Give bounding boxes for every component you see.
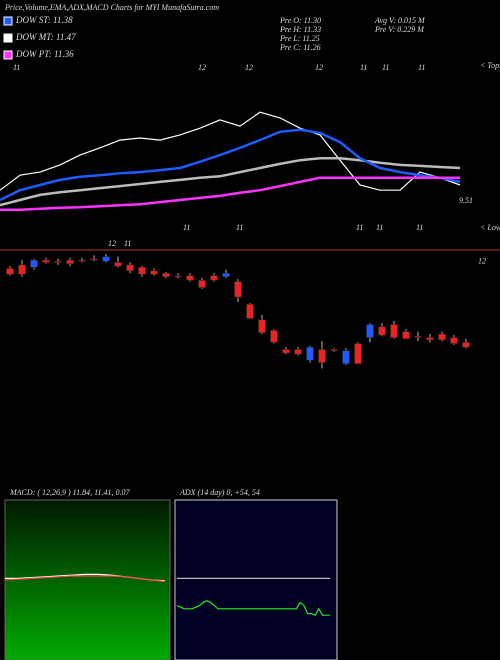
date-label: 12 — [198, 63, 206, 72]
adx-line — [176, 600, 330, 616]
candle-body — [246, 303, 254, 319]
legend-label: DOW ST: 11.38 — [15, 15, 73, 25]
adx-title: ADX (14 day) 0, +54, 54 — [179, 488, 260, 497]
candle-body — [162, 272, 170, 278]
date-label: 11 — [416, 223, 423, 232]
legend-label: DOW PT: 11.36 — [15, 49, 74, 59]
macd-panel — [4, 499, 171, 660]
stat: Pre V: 0.229 M — [374, 25, 425, 34]
candle-body — [390, 324, 398, 338]
stat: Pre H: 11.33 — [279, 25, 321, 34]
candle-body — [282, 349, 290, 354]
candle-body — [318, 349, 326, 363]
candle-body — [414, 336, 422, 338]
date-label: 11 — [236, 223, 243, 232]
macd-title: MACD: ( 12,26,9 ) 11.84, 11.41, 0.07 — [9, 488, 130, 497]
candle-body — [354, 343, 362, 365]
candle-body — [402, 331, 410, 340]
candle-body — [234, 281, 242, 298]
date-label: 11 — [183, 223, 190, 232]
candle-body — [102, 256, 110, 262]
candle-body — [306, 346, 314, 361]
candle-body — [186, 275, 194, 281]
stat: Pre C: 11.26 — [279, 43, 321, 52]
date-label: 11 — [382, 63, 389, 72]
ema-line — [0, 111, 461, 191]
legend-swatch — [3, 33, 13, 43]
candle-body — [366, 324, 374, 338]
candle-body — [138, 267, 146, 275]
date-label: 11 — [13, 63, 20, 72]
chart-title: Price,Volume,EMA,ADX,MACD Charts for MYI… — [4, 3, 219, 12]
candle-body — [462, 342, 470, 348]
legend-swatch — [3, 16, 13, 26]
date-label: 12 — [108, 239, 116, 248]
candle-body — [30, 259, 38, 268]
date-label: 11 — [356, 223, 363, 232]
candle-body — [222, 272, 230, 278]
stat: Pre O: 11.30 — [279, 16, 321, 25]
candle-body — [270, 330, 278, 343]
candle-body — [378, 326, 386, 336]
candle-body — [66, 259, 74, 264]
candle-body — [54, 261, 62, 263]
y-tick-label: 12 — [478, 257, 486, 266]
candle-body — [126, 264, 134, 272]
candle-body — [258, 319, 266, 334]
stat: Pre L: 11.25 — [279, 34, 320, 43]
ema-line — [0, 176, 460, 212]
adx-panel — [174, 499, 338, 660]
candle-body — [342, 350, 350, 365]
stat: Avg V: 0.015 M — [374, 16, 426, 25]
candle-body — [174, 275, 182, 278]
date-label: 11 — [418, 63, 425, 72]
candle-body — [450, 337, 458, 344]
candle-body — [18, 264, 26, 275]
legend-label: DOW MT: 11.47 — [15, 32, 76, 42]
candle-body — [114, 262, 122, 267]
date-label: 11 — [376, 223, 383, 232]
date-label: 12 — [245, 63, 253, 72]
candle-body — [90, 258, 98, 261]
candle-body — [150, 270, 158, 275]
candle-body — [198, 280, 206, 288]
candle-body — [42, 259, 50, 263]
legend-swatch — [3, 50, 13, 60]
date-label: 11 — [124, 239, 131, 248]
date-label: 12 — [315, 63, 323, 72]
legend: DOW ST: 11.38 DOW MT: 11.47 DOW PT: 11.3… — [3, 15, 76, 60]
candle-body — [438, 333, 446, 341]
candle-body — [6, 268, 14, 275]
ema-line — [0, 128, 461, 202]
candle-body — [330, 349, 338, 351]
candle-body — [294, 349, 302, 355]
annotation: < Tops — [480, 61, 500, 70]
candle-body — [210, 275, 218, 281]
date-label: 11 — [360, 63, 367, 72]
candle-body — [426, 337, 434, 341]
macd-line — [4, 575, 166, 583]
annotation: 9.51 — [459, 196, 473, 205]
annotation: < Lows — [480, 223, 500, 232]
ema-line — [0, 156, 461, 207]
candle-body — [78, 259, 86, 262]
